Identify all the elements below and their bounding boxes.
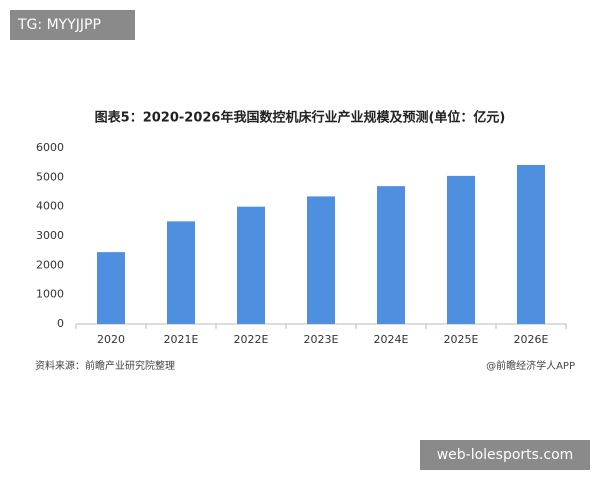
source: 资料来源：前瞻产业研究院整理 [35, 359, 175, 372]
site: web-lolesports.com [437, 447, 574, 463]
bar [237, 206, 265, 324]
y-tick-label: 6000 [36, 141, 64, 154]
y-tick-label: 1000 [36, 288, 64, 301]
bar [377, 186, 405, 324]
x-tick-label: 2025E [444, 333, 479, 346]
credit: @前瞻经济学人APP [486, 359, 575, 372]
x-tick-label: 2021E [164, 333, 199, 346]
badge: TG: MYYJJPP [17, 17, 101, 33]
y-tick-label: 4000 [36, 200, 64, 213]
bar [517, 165, 545, 324]
y-tick-label: 2000 [36, 258, 64, 271]
bar [97, 252, 125, 324]
x-tick-label: 2020 [97, 333, 125, 346]
x-tick-label: 2026E [514, 333, 549, 346]
x-tick-label: 2024E [374, 333, 409, 346]
x-tick-label: 2023E [304, 333, 339, 346]
x-tick-label: 2022E [234, 333, 269, 346]
site-box [420, 440, 590, 470]
y-tick-label: 0 [57, 317, 64, 330]
chart-title: 图表5：2020-2026年我国数控机床行业产业规模及预测(单位：亿元) [95, 110, 506, 126]
y-tick-label: 3000 [36, 229, 64, 242]
y-tick-label: 5000 [36, 170, 64, 183]
badge-box [10, 10, 135, 40]
bar [307, 196, 335, 324]
bar [447, 175, 475, 324]
bar [167, 221, 195, 324]
